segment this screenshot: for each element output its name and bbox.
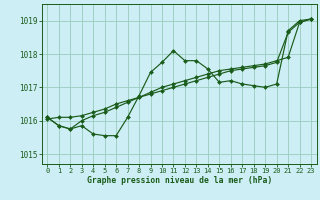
X-axis label: Graphe pression niveau de la mer (hPa): Graphe pression niveau de la mer (hPa)	[87, 176, 272, 185]
